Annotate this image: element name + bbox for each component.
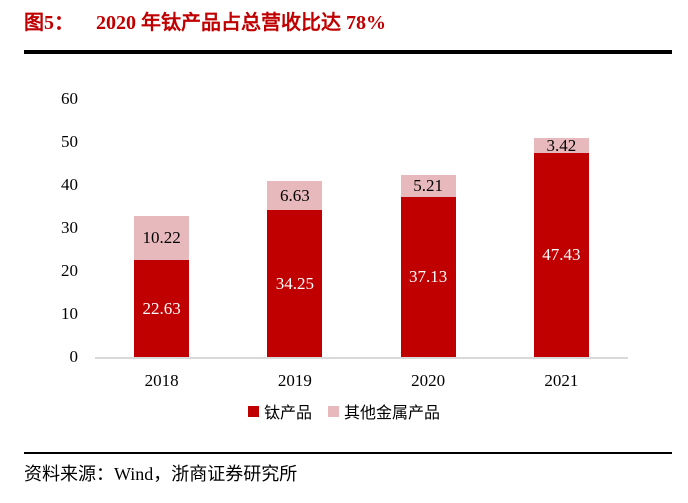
legend-label: 其他金属产品	[344, 405, 441, 422]
legend-color-swatch	[247, 405, 259, 417]
legend-item-titanium-products: 钛产品	[247, 399, 312, 423]
bar-value-label: 34.25	[275, 273, 314, 293]
legend-label: 钛产品	[263, 405, 312, 422]
chart-legend: 钛产品 其他金属产品	[0, 400, 688, 422]
bar-value-label: 22.63	[142, 298, 181, 318]
y-axis-tick-label: 10	[61, 304, 78, 323]
x-axis-line	[95, 357, 628, 359]
bar-segment-other-metal-products: 3.42	[533, 135, 589, 155]
footer-divider-rule	[24, 452, 672, 454]
x-axis-category-label: 2021	[544, 371, 579, 390]
y-axis-tick-label: 50	[61, 132, 78, 151]
bar-segment-titanium-products: 37.13	[400, 197, 456, 357]
legend-color-swatch	[328, 405, 339, 417]
bar-segment-titanium-products: 22.63	[134, 260, 190, 357]
bar-segment-other-metal-products: 5.21	[400, 175, 456, 197]
bar-value-label: 5.21	[413, 176, 443, 195]
bar-value-label: 47.43	[542, 245, 581, 264]
figure-title: 2020 年钛产品占总营收比达 78%	[96, 12, 386, 34]
bar-value-label: 3.42	[546, 135, 577, 155]
y-axis-tick-label: 0	[69, 347, 79, 366]
legend-item-other-metal-products: 其他金属产品	[328, 399, 440, 423]
y-axis-tick-label: 30	[61, 218, 78, 237]
title-divider-rule	[24, 50, 672, 54]
bar-value-label: 37.13	[409, 267, 448, 286]
y-axis-tick-label: 60	[61, 89, 78, 108]
x-axis-category-label: 2019	[277, 371, 312, 390]
figure-title-row: 图5： 2020 年钛产品占总营收比达 78%	[24, 10, 386, 36]
bar-segment-titanium-products: 47.43	[533, 153, 589, 357]
y-axis-tick-label: 40	[61, 175, 78, 194]
x-axis-category-label: 2020	[411, 371, 446, 390]
x-axis-category-label: 2018	[144, 371, 179, 390]
bar-segment-titanium-products: 34.25	[267, 210, 323, 357]
source-note: 资料来源：Wind，浙商证券研究所	[24, 464, 298, 484]
y-axis-tick-label: 20	[61, 261, 78, 280]
bar-segment-other-metal-products: 6.63	[267, 181, 323, 210]
figure-number-label: 图5：	[24, 12, 74, 34]
bar-value-label: 6.63	[280, 185, 310, 205]
bar-value-label: 10.22	[142, 228, 181, 247]
bar-segment-other-metal-products: 10.22	[134, 216, 190, 260]
